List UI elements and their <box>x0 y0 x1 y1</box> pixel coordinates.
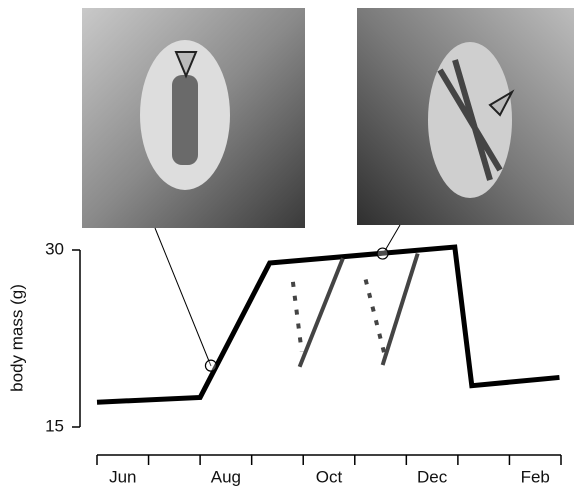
highlight-circle <box>205 360 216 371</box>
x-tick-label: Jun <box>109 467 136 486</box>
data-line <box>97 247 559 402</box>
data-line <box>383 254 418 366</box>
photo-left <box>82 8 305 228</box>
y-tick-label: 30 <box>45 239 64 258</box>
x-tick-label: Dec <box>417 467 448 486</box>
data-line <box>366 280 385 356</box>
x-tick-label: Aug <box>211 467 241 486</box>
data-line <box>300 258 343 367</box>
x-tick-label: Feb <box>521 467 550 486</box>
data-line <box>293 282 302 352</box>
y-tick-label: 15 <box>45 416 64 435</box>
photo-right <box>357 8 574 225</box>
highlight-circle <box>377 248 388 259</box>
chart: body mass (g) 15 30 Jun Aug Oct Dec Feb <box>0 0 578 491</box>
y-axis-label: body mass (g) <box>7 284 26 392</box>
leader-line <box>155 228 211 366</box>
x-tick-label: Oct <box>316 467 343 486</box>
